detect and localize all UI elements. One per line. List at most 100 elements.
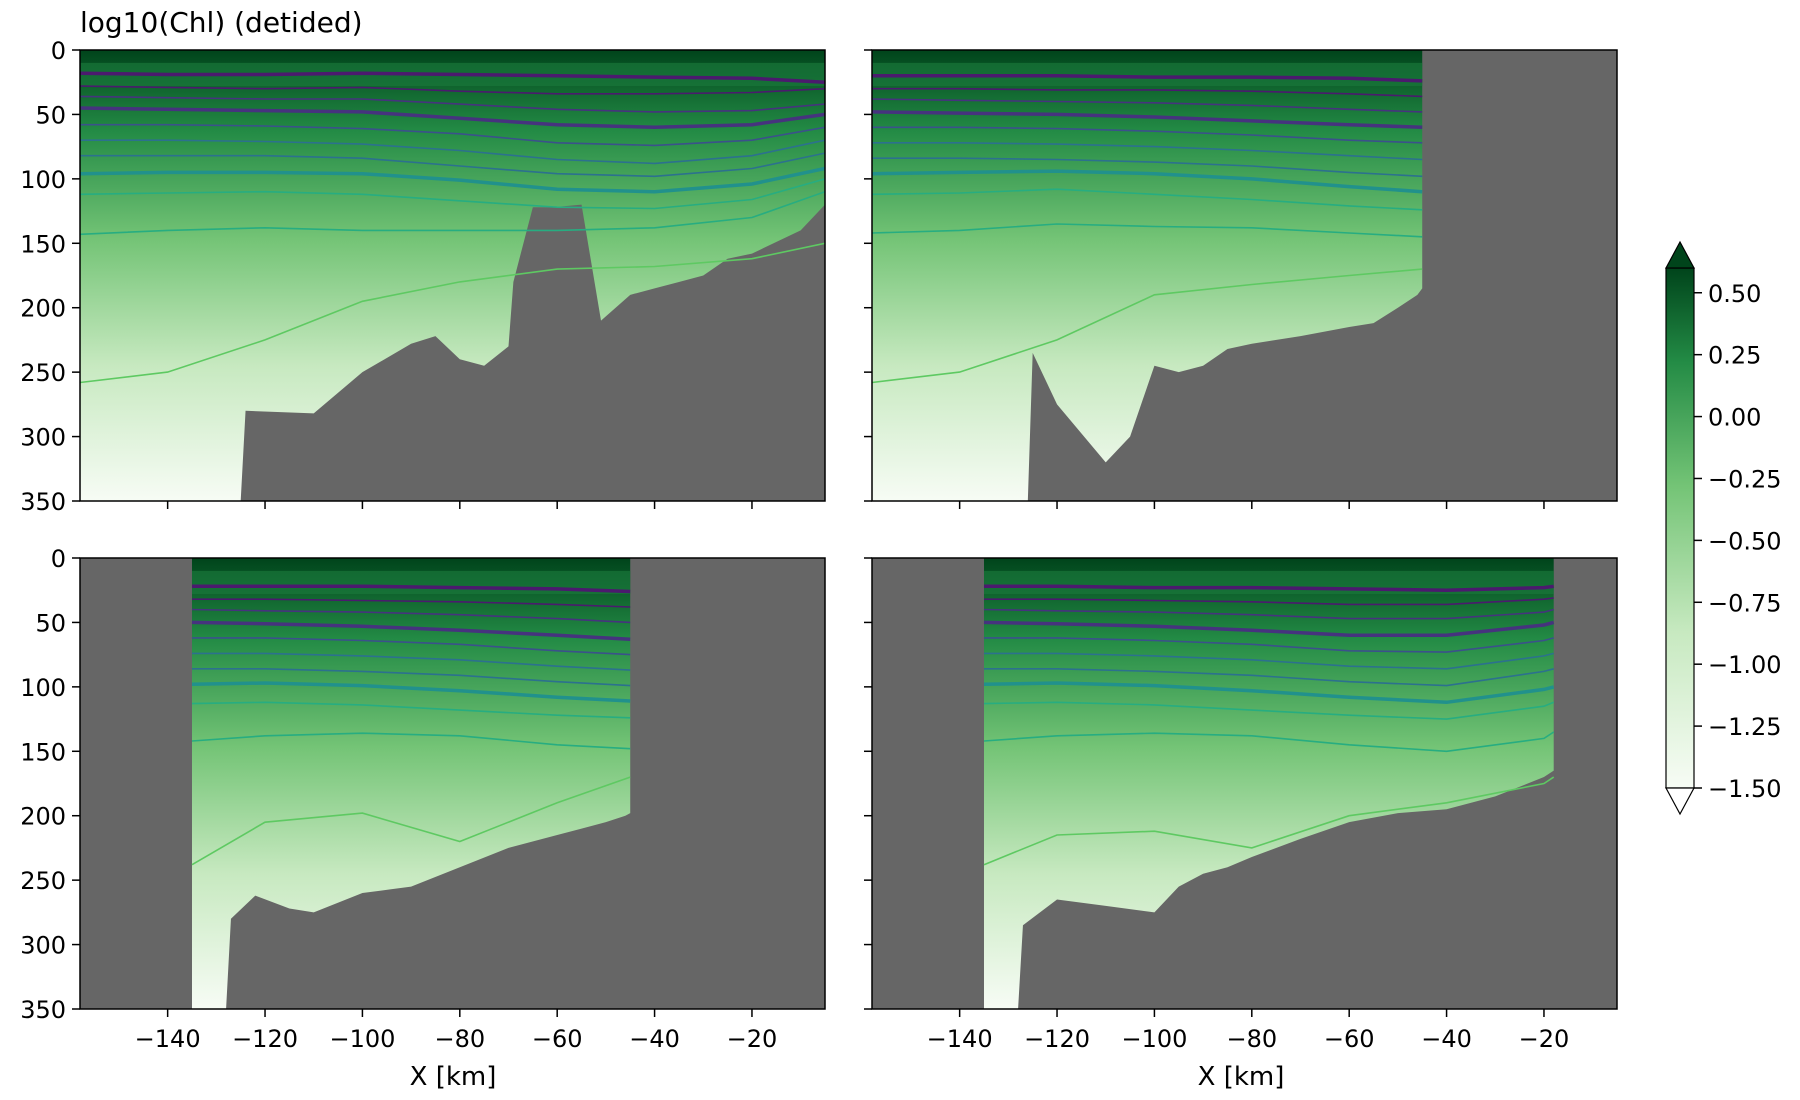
colorbar-tick-label: −1.50 [1708, 775, 1782, 803]
contour-line [191, 608, 631, 624]
contour-line [80, 178, 825, 210]
x-tick-label: −100 [1121, 1025, 1187, 1053]
contour-line [80, 106, 825, 130]
y-tick-label: 50 [35, 609, 66, 637]
colorbar-tick-label: −0.25 [1708, 465, 1782, 493]
contour-line [872, 188, 1423, 211]
x-tick-label: −40 [629, 1025, 680, 1053]
panel-frame [871, 49, 1618, 502]
contour-line [192, 652, 631, 671]
contour-line [80, 166, 825, 194]
x-tick-label: −140 [927, 1025, 993, 1053]
contour-line [872, 169, 1423, 194]
contour-line [872, 74, 1423, 83]
y-tick-label: 0 [51, 545, 66, 573]
contour-line [191, 732, 631, 750]
contour-line [192, 598, 631, 608]
y-tick-label: 200 [20, 295, 66, 323]
contour-line [984, 652, 1554, 670]
x-axis-label-left: X [km] [410, 1062, 497, 1092]
x-tick-label: −100 [329, 1025, 395, 1053]
panel-bottom-right: −140 −120 −100 −80 −60 −40 −20 [864, 557, 1618, 1053]
y-tick-label: 150 [20, 738, 66, 766]
contour-line [80, 85, 825, 95]
y-tick-label: 0 [51, 37, 66, 65]
figure-title: log10(Chl) (detided) [80, 6, 363, 39]
contour-line [872, 110, 1423, 130]
y-tick-label: 50 [35, 101, 66, 129]
x-tick-label: −140 [135, 1025, 201, 1053]
contour-line [984, 668, 1554, 687]
panel-frame [871, 557, 1618, 1010]
contour-line [80, 71, 825, 84]
contour-line [80, 95, 825, 113]
contour-line [80, 139, 825, 165]
colorbar-tick-label: 0.00 [1708, 404, 1761, 432]
contour-line [983, 701, 1554, 720]
y-tick-label: 200 [20, 803, 66, 831]
contour-line [191, 776, 631, 866]
contour-line [80, 152, 825, 178]
contour-line [983, 681, 1555, 705]
x-tick-label: −60 [1324, 1025, 1375, 1053]
contour-line [983, 731, 1555, 753]
x-tick-label: −120 [1024, 1025, 1090, 1053]
y-tick-label: 100 [20, 674, 66, 702]
colorbar-tick-label: −0.50 [1708, 527, 1782, 555]
contour-line [872, 223, 1423, 238]
x-axis-label-right: X [km] [1198, 1062, 1285, 1092]
colorbar: 0.50 0.25 0.00 −0.25 −0.50 −0.75 −1.00 −1.25 −1.… [1664, 240, 1782, 816]
colorbar-extend-min [1664, 787, 1696, 816]
contour-line [984, 597, 1554, 606]
colorbar-tick-label: 0.50 [1708, 280, 1761, 308]
contour-line [984, 637, 1554, 653]
panel-top-right [864, 49, 1618, 509]
panel-frame [79, 557, 826, 1010]
panel-bottom-left: 0 50 100 150 200 250 300 350 −140 −120 −100 −80 −60 −… [20, 545, 826, 1053]
y-tick-label: 350 [20, 996, 66, 1024]
panel-top-left: 0 50 100 150 200 250 300 350 [20, 37, 826, 516]
panel-frame [79, 49, 826, 502]
contour-line [191, 681, 631, 703]
y-tick-label: 250 [20, 359, 66, 387]
contour-line [80, 242, 825, 384]
chl-field [872, 50, 1423, 501]
y-tick-label: 350 [20, 488, 66, 516]
surface-chl-band [872, 62, 1423, 87]
contour-line [191, 620, 631, 641]
colorbar-extend-max [1664, 240, 1696, 269]
y-tick-label: 300 [20, 932, 66, 960]
colorbar-tick-label: −1.25 [1708, 713, 1782, 741]
colorbar-tick-label: 0.25 [1708, 342, 1761, 370]
contour-line [80, 123, 825, 147]
contour-line [872, 98, 1423, 113]
x-tick-label: −40 [1421, 1025, 1472, 1053]
x-tick-label: −20 [1519, 1025, 1570, 1053]
y-tick-label: 150 [20, 230, 66, 258]
contour-line [872, 126, 1423, 144]
y-tick-label: 250 [20, 867, 66, 895]
contour-line [872, 87, 1423, 98]
contour-line [872, 142, 1423, 161]
x-tick-label: −80 [1226, 1025, 1277, 1053]
x-tick-label: −60 [532, 1025, 583, 1053]
contour-line [80, 190, 825, 236]
x-tick-label: −20 [727, 1025, 778, 1053]
contour-line [872, 157, 1423, 178]
y-tick-label: 300 [20, 424, 66, 452]
colorbar-tick-label: −1.00 [1708, 651, 1782, 679]
colorbar-tick-label: −0.75 [1708, 589, 1782, 617]
y-tick-label: 100 [20, 166, 66, 194]
contour-line [983, 608, 1554, 620]
contour-line [192, 668, 631, 687]
x-tick-label: −120 [232, 1025, 298, 1053]
chl-field [191, 558, 631, 1009]
contour-line [983, 776, 1555, 866]
panels: 0 50 100 150 200 250 300 350 0 50 100 150 200 250 300 3… [20, 37, 1618, 1053]
contour-line [191, 701, 631, 719]
contour-line [984, 584, 1554, 592]
contour-line [192, 637, 631, 656]
x-tick-label: −80 [434, 1025, 485, 1053]
contour-line [192, 584, 631, 594]
